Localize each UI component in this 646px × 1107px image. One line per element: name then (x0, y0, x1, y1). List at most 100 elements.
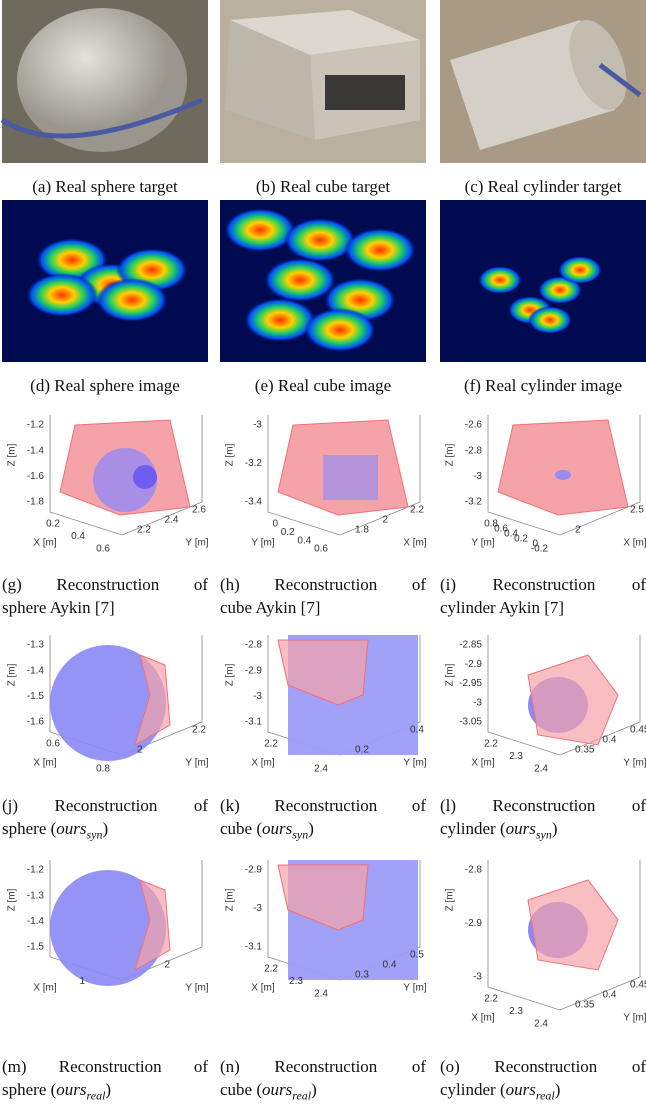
right-axis-label: Y [m] (403, 758, 426, 769)
z-tick-label: -1.6 (27, 717, 45, 728)
caption-text: ) (308, 819, 314, 838)
right-tick-label: 0.4 (410, 725, 424, 736)
figure-art: Z [m]-1.2-1.4-1.6-1.80.20.40.62.22.42.6X… (0, 0, 646, 1107)
reconstruction (528, 655, 618, 745)
right-axis-label: Y [m] (185, 758, 208, 769)
right-tick-label: 2.4 (165, 515, 179, 526)
right-tick-label: 2.2 (410, 505, 424, 516)
caption-math: ours (262, 1080, 292, 1099)
z-axis-label: Z [m] (225, 443, 236, 466)
left-tick-label: 2.4 (534, 1019, 548, 1030)
left-axis-label: X [m] (33, 538, 57, 549)
right-axis-label: Y [m] (185, 538, 208, 549)
left-tick-label: 0 (272, 519, 278, 530)
z-tick-label: -3.2 (245, 458, 263, 469)
caption-line: sphere (oursreal) (2, 1080, 111, 1103)
z-tick-label: -3 (473, 972, 482, 983)
right-tick-label: 0.3 (355, 970, 369, 981)
right-axis-label: Y [m] (623, 1013, 646, 1024)
caption-line: (n) Reconstruction of (220, 1057, 426, 1077)
caption-line: (i) Reconstruction of (440, 575, 646, 595)
z-tick-label: -1.3 (27, 640, 45, 651)
left-axis-label: Y [m] (471, 538, 494, 549)
left-axis-label: X [m] (251, 983, 275, 994)
caption-text: ) (105, 1080, 111, 1099)
z-tick-label: -3.4 (245, 497, 263, 508)
left-tick-label: 2.4 (314, 989, 328, 1000)
reconstruction (498, 420, 628, 515)
sonar-echo (478, 266, 522, 294)
z-tick-label: -3 (473, 697, 482, 708)
left-axis-label: X [m] (33, 758, 57, 769)
z-tick-label: -3.1 (245, 942, 263, 953)
z-tick-label: -1.5 (27, 942, 45, 953)
caption-line: cube Aykin [7] (220, 598, 320, 618)
right-tick-label: 2 (575, 525, 581, 536)
left-tick-label: 2.3 (509, 1006, 523, 1017)
caption-line: cylinder (oursreal) (440, 1080, 560, 1103)
left-tick-label: -0.2 (531, 544, 549, 555)
left-tick-label: 2.2 (484, 994, 498, 1005)
caption-subscript: syn (536, 827, 552, 841)
left-tick-label: 0.6 (46, 739, 60, 750)
right-tick-label: 2.5 (630, 505, 644, 516)
z-tick-label: -1.3 (27, 890, 45, 901)
caption-text: ) (103, 819, 109, 838)
right-tick-label: 0.35 (575, 1000, 595, 1011)
right-tick-label: 0.4 (603, 990, 617, 1001)
caption-subscript: real (292, 1088, 311, 1102)
left-tick-label: 0.2 (514, 534, 528, 545)
sonar-echo (558, 256, 602, 284)
right-tick-label: 0.45 (630, 980, 646, 991)
left-axis-label: X [m] (251, 758, 275, 769)
sonar-bg (440, 200, 646, 362)
caption-subscript: syn (292, 827, 308, 841)
right-tick-label: 2 (137, 745, 143, 756)
z-tick-label: -2.6 (465, 420, 483, 431)
sonar-echo (344, 228, 416, 272)
left-axis-label: Y [m] (251, 538, 274, 549)
caption: (c) Real cylinder target (440, 177, 646, 197)
caption-line: (l) Reconstruction of (440, 796, 646, 816)
caption-math: ours (506, 1080, 536, 1099)
left-tick-label: 0.4 (71, 531, 85, 542)
z-axis-label: Z [m] (445, 663, 456, 686)
caption: (f) Real cylinder image (440, 376, 646, 396)
right-tick-label: 0.35 (575, 745, 595, 756)
left-tick-label: 2.2 (484, 739, 498, 750)
caption-line: cube (oursreal) (220, 1080, 317, 1103)
right-axis-label: Y [m] (623, 758, 646, 769)
z-tick-label: -1.4 (27, 665, 45, 676)
z-tick-label: -2.9 (245, 865, 263, 876)
z-tick-label: -1.4 (27, 916, 45, 927)
caption-text: ) (555, 1080, 561, 1099)
z-tick-label: -3 (253, 420, 262, 431)
caption-subscript: real (87, 1088, 106, 1102)
z-axis-label: Z [m] (445, 888, 456, 911)
reconstruction (528, 880, 618, 970)
caption: (b) Real cube target (220, 177, 426, 197)
left-tick-label: 0.4 (297, 535, 311, 546)
left-tick-label: 0.8 (96, 764, 110, 775)
z-tick-label: -3.2 (465, 497, 483, 508)
caption-text: sphere ( (2, 819, 56, 838)
z-tick-label: -3.1 (245, 717, 263, 728)
sonar-echo (528, 306, 572, 334)
right-tick-label: 0.2 (355, 745, 369, 756)
z-tick-label: -2.9 (465, 918, 483, 929)
z-tick-label: -1.6 (27, 471, 45, 482)
left-tick-label: 2.3 (509, 751, 523, 762)
left-axis-label: X [m] (471, 758, 495, 769)
ground-truth (323, 455, 378, 500)
caption-math: ours (262, 819, 292, 838)
caption-text: sphere Aykin [7] (2, 598, 115, 617)
caption-text: cube ( (220, 1080, 262, 1099)
caption-line: (g) Reconstruction of (2, 575, 208, 595)
z-axis-label: Z [m] (7, 888, 18, 911)
sonar-echo (26, 273, 98, 317)
z-axis-label: Z [m] (225, 663, 236, 686)
caption-text: cylinder Aykin [7] (440, 598, 564, 617)
z-tick-label: -1.4 (27, 445, 45, 456)
z-tick-label: -3.05 (459, 717, 482, 728)
z-axis-label: Z [m] (7, 443, 18, 466)
